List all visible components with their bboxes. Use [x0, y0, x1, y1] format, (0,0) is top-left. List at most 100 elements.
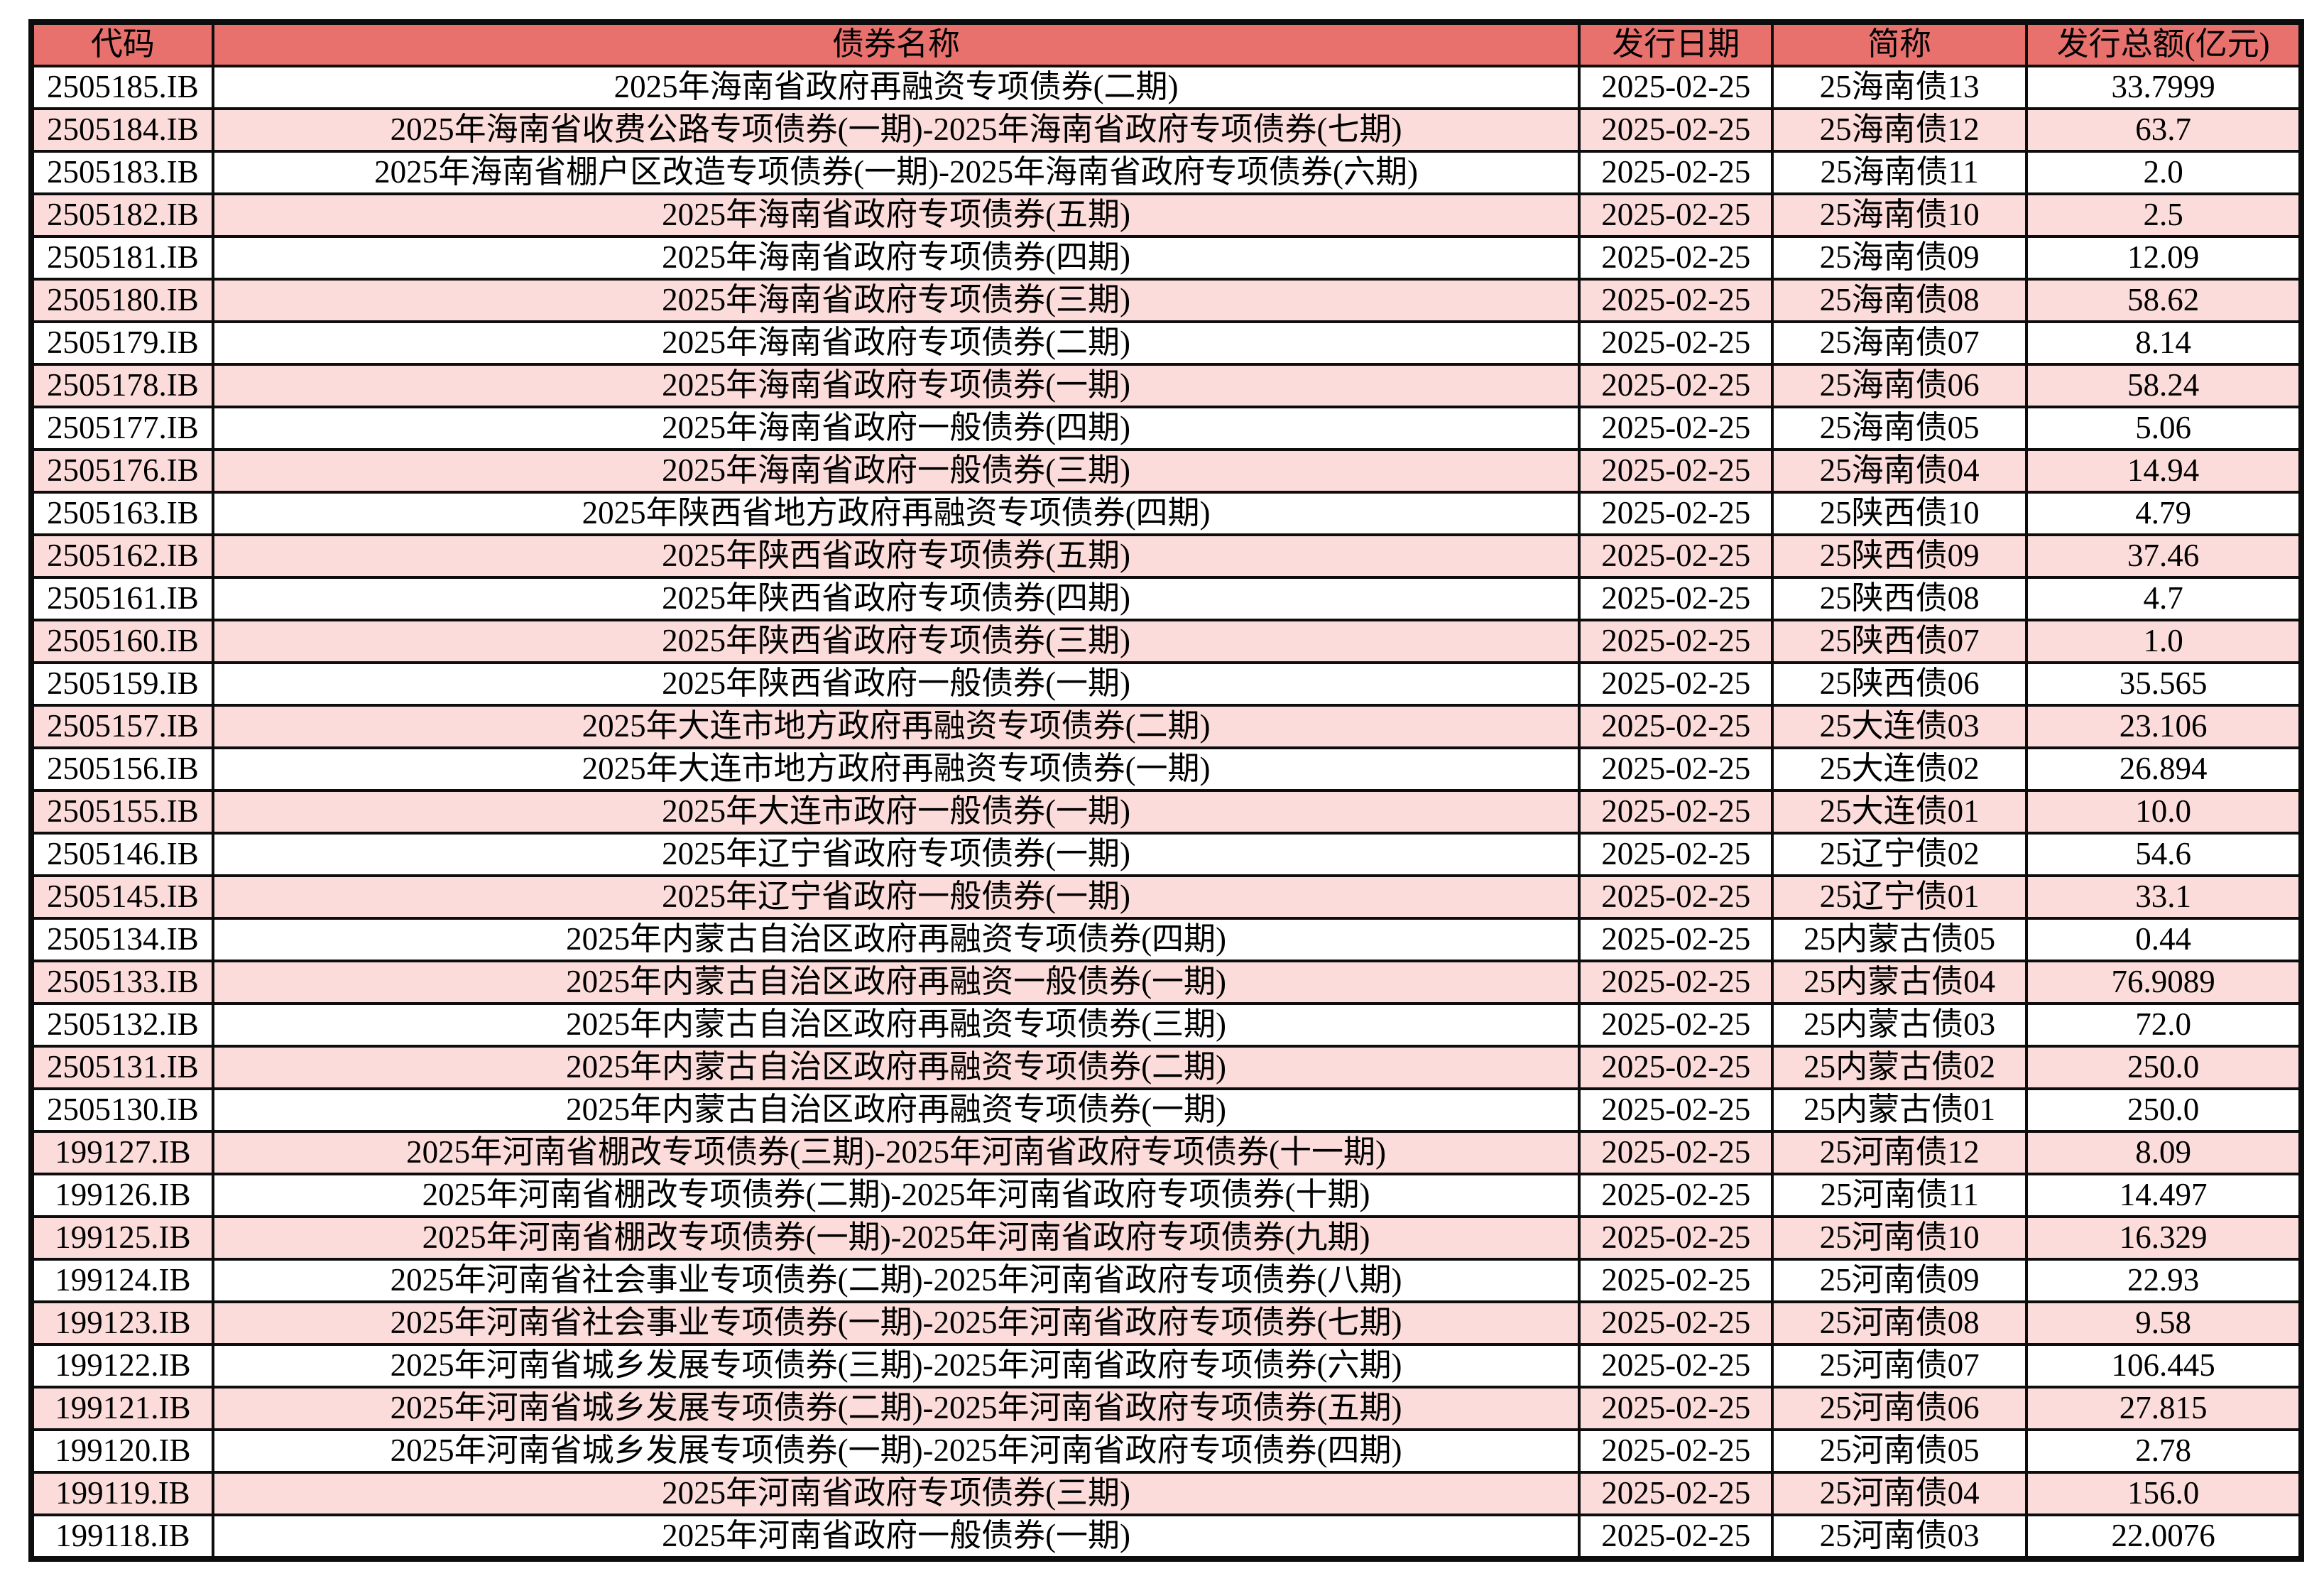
cell-bond-name: 2025年内蒙古自治区政府再融资专项债券(一期)	[211, 1087, 1581, 1133]
bond-issuance-table: 代码 债券名称 发行日期 简称 发行总额(亿元) 2505185.IB 2025…	[28, 19, 2304, 1562]
cell-bond-name: 2025年海南省棚户区改造专项债券(一期)-2025年海南省政府专项债券(六期)	[211, 150, 1581, 195]
cell-issue-date: 2025-02-25	[1578, 1343, 1774, 1388]
table-row: 199118.IB 2025年河南省政府一般债券(一期) 2025-02-25 …	[30, 1513, 2303, 1560]
cell-code: 2505146.IB	[30, 832, 214, 877]
cell-total-amount: 54.6	[2025, 832, 2303, 877]
cell-issue-date: 2025-02-25	[1578, 1513, 1774, 1560]
cell-code: 199119.IB	[30, 1471, 214, 1516]
cell-total-amount: 106.445	[2025, 1343, 2303, 1388]
cell-total-amount: 12.09	[2025, 235, 2303, 281]
cell-total-amount: 33.7999	[2025, 65, 2303, 110]
col-header-issue-date: 发行日期	[1578, 21, 1774, 67]
cell-code: 2505185.IB	[30, 65, 214, 110]
table-body: 2505185.IB 2025年海南省政府再融资专项债券(二期) 2025-02…	[30, 65, 2303, 1560]
cell-total-amount: 35.565	[2025, 661, 2303, 707]
cell-bond-name: 2025年河南省城乡发展专项债券(一期)-2025年河南省政府专项债券(四期)	[211, 1428, 1581, 1474]
cell-code: 2505184.IB	[30, 107, 214, 153]
cell-total-amount: 72.0	[2025, 1002, 2303, 1048]
cell-total-amount: 33.1	[2025, 874, 2303, 920]
cell-code: 2505157.IB	[30, 704, 214, 749]
cell-short-name: 25陕西债08	[1771, 576, 2029, 621]
cell-total-amount: 250.0	[2025, 1045, 2303, 1090]
cell-issue-date: 2025-02-25	[1578, 746, 1774, 792]
cell-total-amount: 4.79	[2025, 491, 2303, 536]
cell-total-amount: 14.497	[2025, 1173, 2303, 1218]
cell-issue-date: 2025-02-25	[1578, 65, 1774, 110]
cell-short-name: 25海南债07	[1771, 320, 2029, 366]
cell-bond-name: 2025年陕西省地方政府再融资专项债券(四期)	[211, 491, 1581, 536]
cell-code: 2505159.IB	[30, 661, 214, 707]
table-row: 2505162.IB 2025年陕西省政府专项债券(五期) 2025-02-25…	[30, 533, 2303, 579]
cell-bond-name: 2025年海南省政府专项债券(五期)	[211, 192, 1581, 238]
table-row: 199126.IB 2025年河南省棚改专项债券(二期)-2025年河南省政府专…	[30, 1173, 2303, 1218]
cell-bond-name: 2025年大连市政府一般债券(一期)	[211, 789, 1581, 835]
cell-total-amount: 63.7	[2025, 107, 2303, 153]
header-row: 代码 债券名称 发行日期 简称 发行总额(亿元)	[30, 21, 2303, 67]
cell-bond-name: 2025年海南省政府专项债券(一期)	[211, 363, 1581, 408]
cell-bond-name: 2025年海南省政府专项债券(三期)	[211, 278, 1581, 323]
cell-short-name: 25内蒙古债05	[1771, 917, 2029, 962]
cell-issue-date: 2025-02-25	[1578, 406, 1774, 451]
cell-total-amount: 22.93	[2025, 1258, 2303, 1303]
cell-total-amount: 14.94	[2025, 448, 2303, 494]
cell-issue-date: 2025-02-25	[1578, 1002, 1774, 1048]
cell-issue-date: 2025-02-25	[1578, 448, 1774, 494]
table-row: 199124.IB 2025年河南省社会事业专项债券(二期)-2025年河南省政…	[30, 1258, 2303, 1303]
cell-issue-date: 2025-02-25	[1578, 874, 1774, 920]
cell-code: 2505133.IB	[30, 960, 214, 1005]
cell-total-amount: 2.0	[2025, 150, 2303, 195]
cell-total-amount: 10.0	[2025, 789, 2303, 835]
table-row: 2505182.IB 2025年海南省政府专项债券(五期) 2025-02-25…	[30, 192, 2303, 238]
table-row: 199120.IB 2025年河南省城乡发展专项债券(一期)-2025年河南省政…	[30, 1428, 2303, 1474]
cell-total-amount: 156.0	[2025, 1471, 2303, 1516]
table-row: 2505178.IB 2025年海南省政府专项债券(一期) 2025-02-25…	[30, 363, 2303, 408]
table-row: 199122.IB 2025年河南省城乡发展专项债券(三期)-2025年河南省政…	[30, 1343, 2303, 1388]
cell-issue-date: 2025-02-25	[1578, 1173, 1774, 1218]
table-row: 2505159.IB 2025年陕西省政府一般债券(一期) 2025-02-25…	[30, 661, 2303, 707]
cell-bond-name: 2025年河南省城乡发展专项债券(二期)-2025年河南省政府专项债券(五期)	[211, 1386, 1581, 1431]
cell-bond-name: 2025年河南省城乡发展专项债券(三期)-2025年河南省政府专项债券(六期)	[211, 1343, 1581, 1388]
table-row: 2505177.IB 2025年海南省政府一般债券(四期) 2025-02-25…	[30, 406, 2303, 451]
cell-bond-name: 2025年河南省社会事业专项债券(一期)-2025年河南省政府专项债券(七期)	[211, 1300, 1581, 1346]
cell-short-name: 25陕西债09	[1771, 533, 2029, 579]
cell-issue-date: 2025-02-25	[1578, 960, 1774, 1005]
cell-issue-date: 2025-02-25	[1578, 107, 1774, 153]
cell-total-amount: 8.14	[2025, 320, 2303, 366]
cell-short-name: 25内蒙古债04	[1771, 960, 2029, 1005]
cell-bond-name: 2025年大连市地方政府再融资专项债券(一期)	[211, 746, 1581, 792]
cell-total-amount: 23.106	[2025, 704, 2303, 749]
cell-bond-name: 2025年海南省政府专项债券(二期)	[211, 320, 1581, 366]
cell-total-amount: 26.894	[2025, 746, 2303, 792]
cell-bond-name: 2025年河南省政府一般债券(一期)	[211, 1513, 1581, 1560]
cell-short-name: 25海南债11	[1771, 150, 2029, 195]
cell-short-name: 25辽宁债01	[1771, 874, 2029, 920]
cell-bond-name: 2025年内蒙古自治区政府再融资一般债券(一期)	[211, 960, 1581, 1005]
cell-issue-date: 2025-02-25	[1578, 278, 1774, 323]
cell-short-name: 25陕西债07	[1771, 619, 2029, 664]
cell-issue-date: 2025-02-25	[1578, 491, 1774, 536]
cell-code: 199127.IB	[30, 1130, 214, 1175]
cell-short-name: 25海南债08	[1771, 278, 2029, 323]
table-row: 2505130.IB 2025年内蒙古自治区政府再融资专项债券(一期) 2025…	[30, 1087, 2303, 1133]
table-row: 199123.IB 2025年河南省社会事业专项债券(一期)-2025年河南省政…	[30, 1300, 2303, 1346]
cell-issue-date: 2025-02-25	[1578, 917, 1774, 962]
cell-code: 2505183.IB	[30, 150, 214, 195]
cell-total-amount: 4.7	[2025, 576, 2303, 621]
cell-total-amount: 2.5	[2025, 192, 2303, 238]
cell-short-name: 25河南债10	[1771, 1215, 2029, 1261]
cell-code: 199122.IB	[30, 1343, 214, 1388]
cell-code: 2505178.IB	[30, 363, 214, 408]
cell-short-name: 25河南债08	[1771, 1300, 2029, 1346]
cell-code: 2505179.IB	[30, 320, 214, 366]
table-row: 199125.IB 2025年河南省棚改专项债券(一期)-2025年河南省政府专…	[30, 1215, 2303, 1261]
cell-code: 2505145.IB	[30, 874, 214, 920]
table-row: 2505131.IB 2025年内蒙古自治区政府再融资专项债券(二期) 2025…	[30, 1045, 2303, 1090]
cell-bond-name: 2025年陕西省政府一般债券(一期)	[211, 661, 1581, 707]
table-row: 2505181.IB 2025年海南省政府专项债券(四期) 2025-02-25…	[30, 235, 2303, 281]
cell-issue-date: 2025-02-25	[1578, 1471, 1774, 1516]
cell-total-amount: 250.0	[2025, 1087, 2303, 1133]
cell-issue-date: 2025-02-25	[1578, 1386, 1774, 1431]
cell-short-name: 25海南债12	[1771, 107, 2029, 153]
cell-total-amount: 58.24	[2025, 363, 2303, 408]
table-row: 2505184.IB 2025年海南省收费公路专项债券(一期)-2025年海南省…	[30, 107, 2303, 153]
